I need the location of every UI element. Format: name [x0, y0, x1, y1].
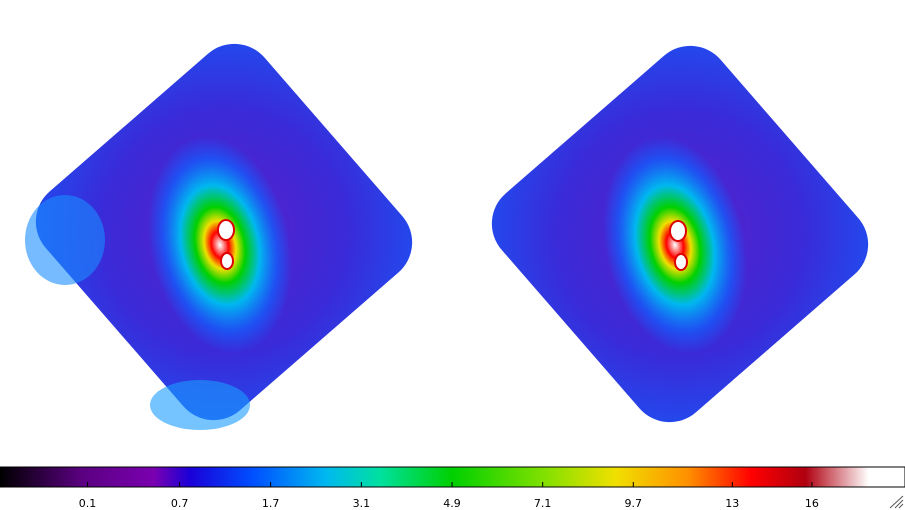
tick-label: 3.1	[353, 497, 371, 510]
tick-label: 0.7	[171, 497, 189, 510]
tick-label: 9.7	[625, 497, 643, 510]
tick-label: 4.9	[443, 497, 461, 510]
image-left	[25, 43, 413, 430]
resize-grip[interactable]	[889, 495, 904, 509]
colorbar: 0.1 0.7 1.7 3.1 4.9 7.1 9.7 13 16	[0, 466, 905, 510]
image-right	[491, 45, 869, 423]
tick-label: 16	[805, 497, 819, 510]
tick-label: 13	[725, 497, 739, 510]
tick-label: 7.1	[534, 497, 552, 510]
tick-label: 1.7	[262, 497, 280, 510]
tick-label: 0.1	[79, 497, 97, 510]
